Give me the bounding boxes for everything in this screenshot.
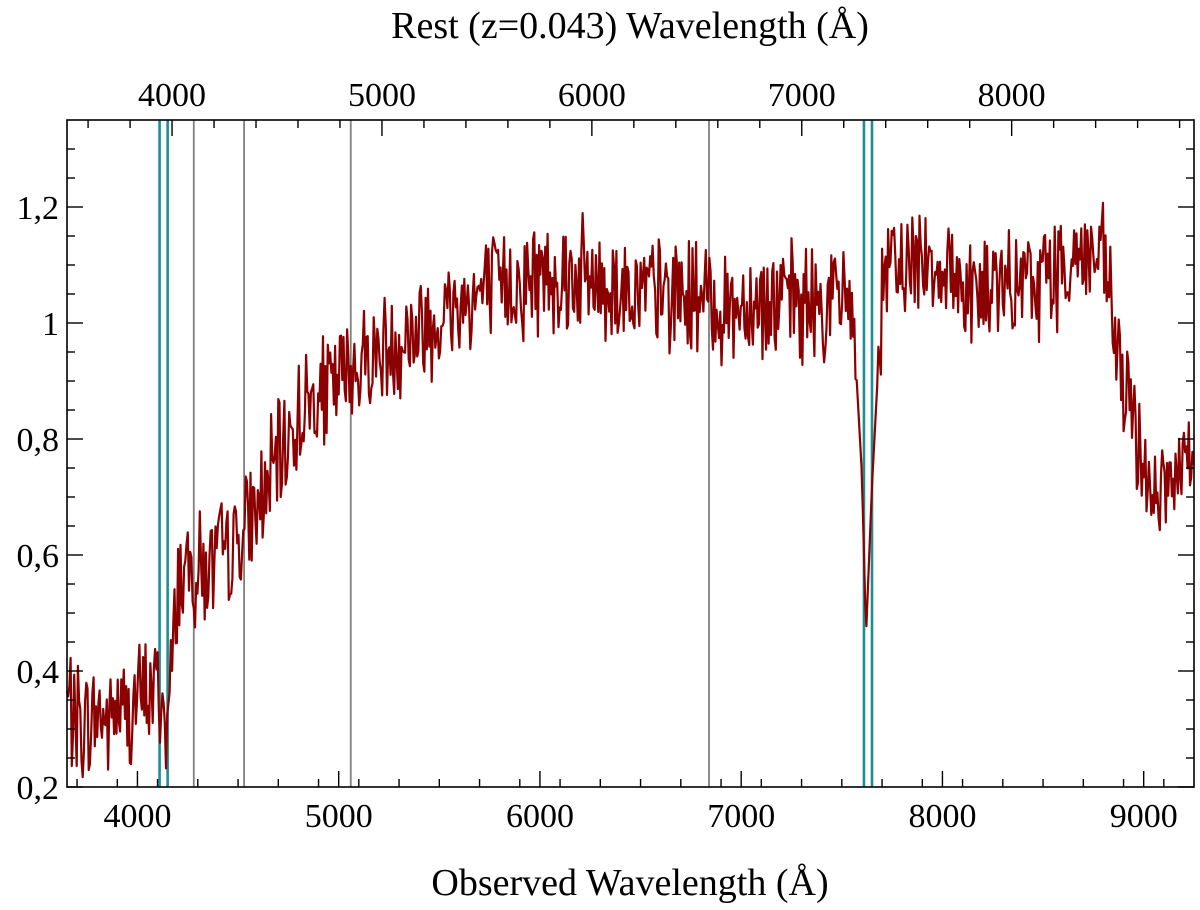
series-group: [65, 201, 1195, 779]
tick-group: [67, 120, 1194, 788]
y-tick-label: 0,8: [17, 422, 60, 459]
y-tick-label: 0,2: [17, 770, 60, 807]
top-tick-label: 5000: [348, 77, 416, 114]
x-tick-label: 8000: [908, 798, 976, 835]
series-line-spectrum: [65, 201, 1195, 779]
x-tick-label: 6000: [506, 798, 574, 835]
y-tick-label: 0,4: [17, 654, 60, 691]
tick-label-group: 4000 5000 6000 7000 8000 9000 4000 5000 6000 7000…: [17, 77, 1178, 835]
y-tick-label: 1: [42, 306, 59, 343]
top-tick-label: 7000: [768, 77, 836, 114]
top-tick-label: 8000: [978, 77, 1046, 114]
top-tick-label: 4000: [138, 77, 206, 114]
x-tick-label: 5000: [305, 798, 373, 835]
vertical-line-group: [158, 120, 874, 787]
bottom-axis-title: Observed Wavelength (Å): [431, 862, 828, 904]
top-axis-title: Rest (z=0.043) Wavelength (Å): [391, 5, 869, 47]
y-tick-label: 0,6: [17, 538, 60, 575]
top-tick-label: 6000: [558, 77, 626, 114]
x-tick-label: 7000: [707, 798, 775, 835]
x-tick-label: 4000: [103, 798, 171, 835]
plot-frame: [66, 119, 1195, 788]
y-tick-label: 1,2: [17, 190, 60, 227]
x-tick-label: 9000: [1110, 798, 1178, 835]
